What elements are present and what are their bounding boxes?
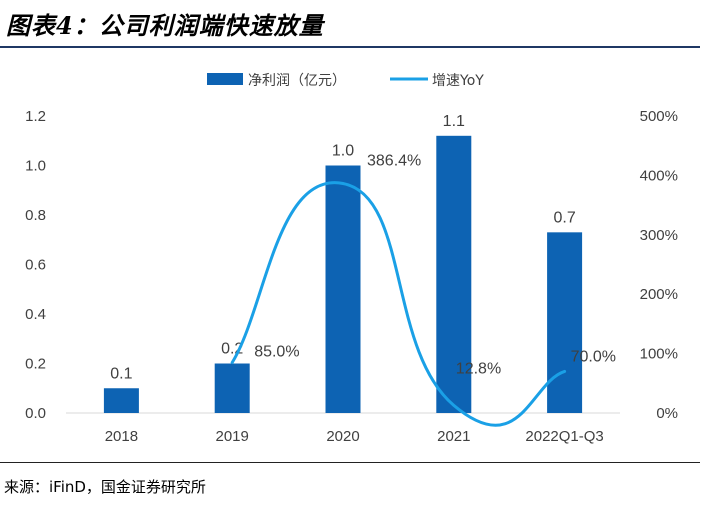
y-left-tick-label: 1.2 (25, 108, 46, 125)
chart-title: 图表4：公司利润端快速放量 (6, 11, 324, 40)
y-left-tick-label: 0.0 (25, 405, 46, 422)
y-left-tick-label: 0.6 (25, 257, 46, 274)
y-right-tick-label: 0% (656, 405, 678, 422)
x-tick-label: 2019 (216, 428, 249, 445)
y-right-tick-label: 100% (640, 346, 678, 363)
bar-value-label: 1.1 (443, 113, 465, 130)
bar-net-profit (103, 388, 139, 413)
y-right-tick-label: 200% (640, 286, 678, 303)
source-divider (0, 462, 700, 463)
bar-value-label: 1.0 (332, 143, 354, 160)
line-value-label: 12.8% (456, 360, 501, 377)
bar-net-profit (325, 165, 361, 413)
source-note: 来源：iFinD，国金证券研究所 (4, 478, 206, 496)
title-divider (0, 46, 700, 48)
y-left-tick-label: 1.0 (25, 158, 46, 175)
y-left-tick-label: 0.4 (25, 306, 46, 323)
line-yoy-growth (230, 181, 567, 427)
x-tick-label: 2022Q1-Q3 (525, 428, 603, 445)
bar-net-profit (214, 363, 250, 413)
bar-value-label: 0.1 (110, 365, 132, 382)
legend-bar-swatch (207, 73, 243, 85)
y-right-tick-label: 300% (640, 227, 678, 244)
y-left-tick-label: 0.2 (25, 356, 46, 373)
legend-bar-label: 净利润（亿元） (248, 73, 346, 89)
y-right-tick-label: 400% (640, 167, 678, 184)
bar-net-profit (547, 232, 583, 413)
line-value-label: 386.4% (367, 152, 421, 169)
bar-value-label: 0.7 (553, 209, 575, 226)
legend-line-label: 增速YoY (432, 73, 484, 89)
x-tick-label: 2018 (105, 428, 138, 445)
bar-net-profit (436, 135, 472, 414)
line-value-label: 70.0% (571, 348, 616, 365)
x-tick-label: 2021 (437, 428, 470, 445)
y-left-tick-label: 0.8 (25, 207, 46, 224)
line-value-label: 85.0% (254, 344, 299, 361)
x-tick-label: 2020 (326, 428, 359, 445)
y-right-tick-label: 500% (640, 108, 678, 125)
